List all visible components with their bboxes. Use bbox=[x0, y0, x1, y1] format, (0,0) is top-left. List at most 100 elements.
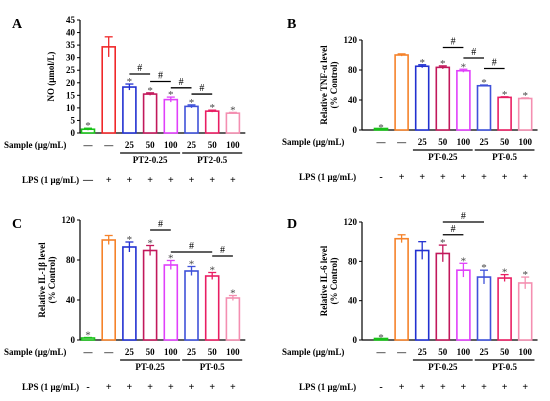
lps-row-label: LPS (1 μg/mL) bbox=[22, 382, 79, 392]
lps-value: + bbox=[127, 382, 133, 393]
bracket-label: # bbox=[451, 224, 456, 235]
y-tick-label: 25 bbox=[66, 65, 76, 75]
bracket-label: # bbox=[179, 77, 184, 88]
bracket-label: # bbox=[158, 71, 163, 82]
group-label: PT-0.25 bbox=[135, 362, 165, 372]
y-tick-label: 0 bbox=[71, 128, 76, 138]
y-tick-label: 80 bbox=[348, 256, 358, 266]
bar bbox=[142, 93, 158, 134]
y-tick-label: 40 bbox=[66, 295, 76, 305]
sample-value: 25 bbox=[480, 137, 490, 147]
lps-row-label: LPS (1 μg/mL) bbox=[299, 382, 356, 392]
group-label: PT2-0.25 bbox=[133, 155, 168, 165]
sample-value: 100 bbox=[164, 347, 178, 357]
sample-value: 50 bbox=[208, 347, 218, 357]
bar bbox=[414, 249, 430, 341]
bar bbox=[517, 282, 533, 341]
y-tick-label: 80 bbox=[66, 255, 76, 265]
significance-star: * bbox=[378, 122, 384, 134]
lps-value: + bbox=[106, 175, 112, 186]
lps-value: + bbox=[502, 172, 508, 183]
lps-value: + bbox=[522, 382, 528, 393]
sample-value: 100 bbox=[226, 347, 240, 357]
panel-letter: C bbox=[12, 217, 22, 232]
y-tick-label: 5 bbox=[71, 115, 76, 125]
sample-value: 25 bbox=[480, 347, 490, 357]
bracket-label: # bbox=[137, 63, 142, 74]
lps-value: + bbox=[189, 175, 195, 186]
sample-value: — bbox=[83, 140, 94, 150]
group-label: PT-0.5 bbox=[492, 152, 517, 162]
bar bbox=[204, 275, 220, 341]
sample-row-label: Sample (μg/mL) bbox=[4, 347, 66, 357]
y-tick-label: 20 bbox=[66, 78, 76, 88]
lps-value: + bbox=[419, 172, 425, 183]
y-axis-label: NO (μmol/L) bbox=[46, 52, 56, 102]
sample-value: — bbox=[103, 347, 114, 357]
bracket-label: # bbox=[220, 245, 225, 256]
y-tick-label: 15 bbox=[66, 90, 76, 100]
bar bbox=[225, 297, 241, 341]
sample-value: 100 bbox=[164, 140, 178, 150]
lps-value: + bbox=[522, 172, 528, 183]
lps-value: - bbox=[86, 382, 89, 393]
y-tick-label: 120 bbox=[344, 217, 358, 227]
y-tick-label: 40 bbox=[348, 296, 358, 306]
y-tick-label: 40 bbox=[66, 28, 76, 38]
bracket-label: # bbox=[451, 37, 456, 48]
sample-value: 50 bbox=[500, 347, 510, 357]
panel-d: D 0 40 80 120 Relative IL-6 level (% Control) *… bbox=[282, 211, 538, 393]
lps-value: + bbox=[106, 382, 112, 393]
y-tick-label: 80 bbox=[348, 65, 358, 75]
significance-star: * bbox=[461, 61, 467, 73]
y-tick-label: 0 bbox=[71, 335, 76, 345]
lps-value: + bbox=[209, 382, 215, 393]
lps-row-label: LPS (1 μg/mL) bbox=[22, 175, 79, 185]
y-axis-label: Relative IL-1β level bbox=[37, 242, 47, 318]
bar bbox=[456, 69, 471, 131]
significance-star: * bbox=[147, 238, 153, 250]
significance-star: * bbox=[481, 262, 487, 274]
lps-value: + bbox=[481, 382, 487, 393]
panel-c: C 0 40 80 120 Relative IL-1β level (% Control)… bbox=[4, 215, 246, 393]
y-axis-label-unit: (% Control) bbox=[47, 256, 57, 303]
sample-value: 100 bbox=[457, 347, 471, 357]
lps-value: + bbox=[461, 172, 467, 183]
significance-star: * bbox=[230, 288, 236, 300]
bracket-label: # bbox=[158, 219, 163, 230]
lps-value: - bbox=[379, 172, 382, 183]
lps-value: - bbox=[379, 382, 382, 393]
y-axis-label: Relative TNF-α level bbox=[319, 45, 329, 125]
sample-value: 25 bbox=[187, 347, 197, 357]
bar bbox=[184, 105, 199, 134]
significance-star: * bbox=[502, 89, 508, 101]
significance-star: * bbox=[522, 269, 528, 281]
significance-star: * bbox=[127, 234, 133, 246]
sample-value: 50 bbox=[500, 137, 510, 147]
lps-value: + bbox=[230, 382, 236, 393]
sample-value: — bbox=[396, 137, 407, 147]
bar bbox=[394, 54, 409, 131]
y-tick-label: 45 bbox=[66, 15, 76, 25]
group-label: PT-0.5 bbox=[492, 362, 517, 372]
y-tick-label: 30 bbox=[66, 53, 76, 63]
bar bbox=[476, 84, 492, 131]
bar bbox=[142, 249, 158, 341]
bar bbox=[476, 276, 492, 341]
lps-row-label: LPS (1 μg/mL) bbox=[299, 172, 356, 182]
sample-value: 25 bbox=[125, 347, 135, 357]
y-tick-label: 120 bbox=[344, 35, 358, 45]
y-tick-label: 40 bbox=[348, 95, 358, 105]
lps-value: + bbox=[399, 172, 405, 183]
sample-value: 50 bbox=[146, 347, 156, 357]
lps-value: + bbox=[481, 172, 487, 183]
lps-value: + bbox=[168, 175, 174, 186]
lps-value: + bbox=[230, 175, 236, 186]
y-tick-label: 120 bbox=[62, 215, 76, 225]
significance-star: * bbox=[378, 332, 384, 344]
bar bbox=[414, 65, 430, 131]
bar bbox=[373, 337, 389, 341]
y-axis-label-unit: (% Control) bbox=[329, 257, 339, 304]
significance-star: * bbox=[440, 58, 446, 70]
panel-letter: B bbox=[287, 17, 296, 32]
